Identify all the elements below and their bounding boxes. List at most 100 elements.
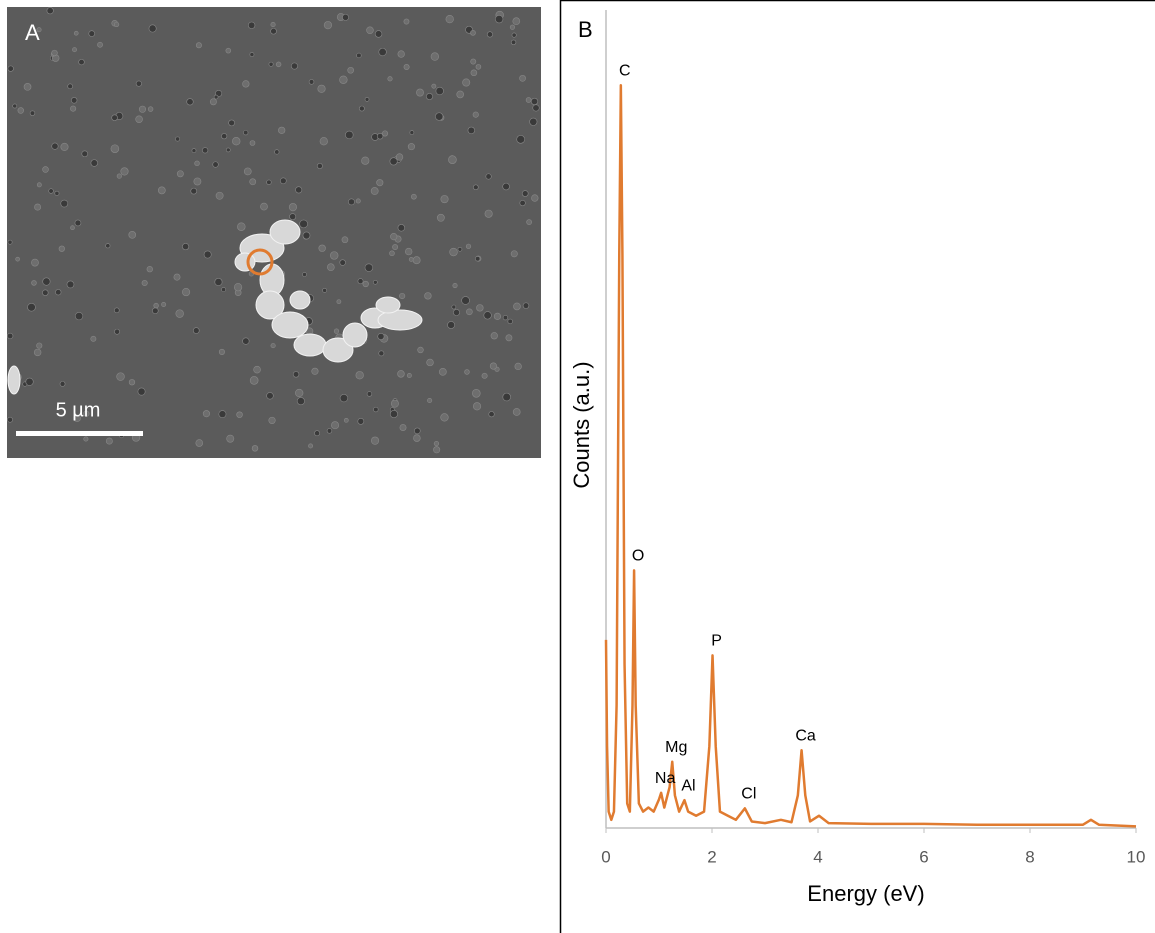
particle <box>54 190 60 196</box>
particle <box>475 64 482 70</box>
particle <box>33 348 42 357</box>
particle <box>17 107 25 114</box>
particle <box>81 150 89 158</box>
particle <box>116 372 125 381</box>
particle <box>430 52 440 61</box>
peak-label: Na <box>655 770 676 787</box>
particle <box>214 277 223 286</box>
particle <box>237 222 246 231</box>
particle <box>48 188 54 194</box>
particle <box>486 31 493 38</box>
particle <box>476 304 484 312</box>
x-tick-label: 2 <box>707 847 716 866</box>
particle <box>295 388 304 398</box>
particle <box>445 15 454 24</box>
particle <box>270 343 276 349</box>
x-tick-label: 10 <box>1127 847 1146 866</box>
particle <box>213 94 219 100</box>
particle <box>502 392 511 402</box>
x-axis-label: Energy (eV) <box>807 881 924 906</box>
particle <box>55 289 62 296</box>
particle <box>465 243 472 249</box>
particle <box>439 368 447 376</box>
peak-label: Cl <box>741 786 756 803</box>
particle <box>488 411 495 418</box>
particle <box>505 334 513 342</box>
particle <box>29 110 36 116</box>
particle <box>218 410 227 419</box>
particle <box>202 147 209 154</box>
particle <box>507 318 513 325</box>
particle <box>128 379 136 386</box>
particle <box>512 17 521 26</box>
particle <box>389 250 395 257</box>
particle <box>74 312 84 321</box>
particle <box>97 41 103 48</box>
particle <box>390 399 399 408</box>
particle <box>242 80 250 88</box>
particle <box>331 421 340 430</box>
particle <box>226 434 235 443</box>
particle <box>470 69 478 77</box>
particle <box>435 86 444 96</box>
particle <box>175 309 184 318</box>
particle <box>31 280 37 286</box>
particle <box>66 280 75 289</box>
particle <box>531 194 539 202</box>
particle <box>431 83 437 89</box>
particle <box>247 21 256 29</box>
particle <box>376 179 384 187</box>
particle <box>339 393 349 403</box>
particle <box>392 244 399 251</box>
particle <box>182 288 191 297</box>
particle <box>522 302 530 309</box>
particle <box>373 406 379 413</box>
particle <box>395 153 404 161</box>
particle <box>157 186 166 195</box>
particle <box>448 155 457 164</box>
particle <box>110 144 120 153</box>
particle <box>27 302 36 312</box>
particle <box>192 327 200 334</box>
particle <box>51 142 59 150</box>
particle <box>243 167 252 176</box>
particle <box>521 190 529 197</box>
particle <box>135 80 142 87</box>
particle <box>426 358 434 367</box>
particle <box>512 408 521 416</box>
particle <box>390 233 398 241</box>
particle <box>279 177 287 185</box>
particle <box>339 75 348 84</box>
particle <box>485 173 492 180</box>
particle <box>362 280 369 288</box>
particle <box>408 257 414 262</box>
particle <box>70 97 78 104</box>
particle <box>399 292 406 300</box>
peak-label: Ca <box>795 728 816 745</box>
particle <box>510 39 517 45</box>
peak-label: Mg <box>665 739 687 756</box>
particle <box>137 387 146 396</box>
particle <box>232 137 241 146</box>
particle <box>405 247 413 256</box>
particle <box>435 112 444 121</box>
particle <box>275 61 282 68</box>
particle <box>228 119 235 127</box>
particle <box>440 195 449 204</box>
particle <box>203 250 212 259</box>
particle <box>152 307 159 314</box>
particle <box>34 203 42 211</box>
particle <box>195 439 204 447</box>
particle <box>302 231 311 240</box>
particle <box>113 307 120 314</box>
particle <box>333 328 340 334</box>
particle <box>308 443 314 449</box>
peak-label: C <box>619 62 631 79</box>
particle <box>467 126 475 135</box>
particle <box>355 198 361 204</box>
particle <box>348 198 355 206</box>
particle <box>466 308 473 316</box>
particle <box>382 130 389 137</box>
particle <box>456 90 464 99</box>
particle <box>138 105 147 113</box>
